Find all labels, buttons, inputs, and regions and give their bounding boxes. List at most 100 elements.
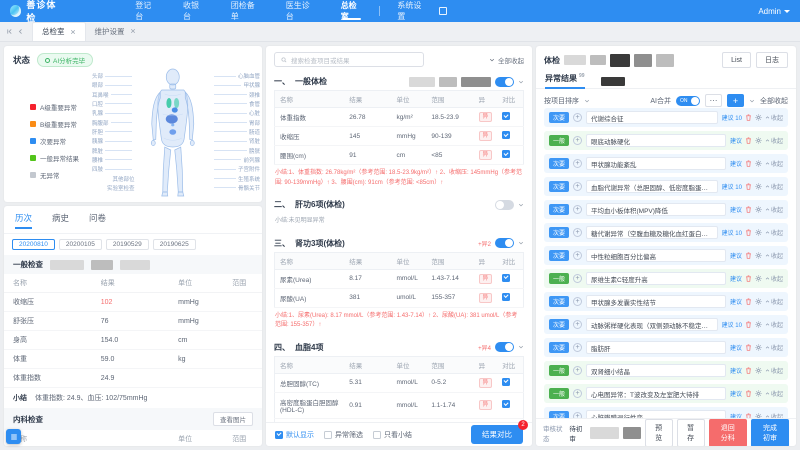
body-label[interactable]: 前列腺 bbox=[212, 156, 260, 164]
compare-checkbox[interactable] bbox=[502, 273, 511, 282]
body-label[interactable]: 生殖系统 bbox=[212, 175, 260, 183]
redacted-tab[interactable] bbox=[600, 76, 625, 86]
collapse-toggle[interactable]: 收起 bbox=[765, 389, 783, 398]
tab-past-visits[interactable]: 历次 bbox=[15, 212, 33, 229]
suggestion-link[interactable]: 建议 10 bbox=[721, 323, 742, 329]
add-icon[interactable]: + bbox=[573, 366, 583, 375]
collapse-toggle[interactable]: 收起 bbox=[765, 366, 783, 375]
tab-questionnaire[interactable]: 问卷 bbox=[89, 213, 107, 223]
gear-icon[interactable] bbox=[755, 114, 762, 121]
delete-icon[interactable] bbox=[745, 275, 752, 282]
gear-icon[interactable] bbox=[755, 321, 762, 328]
tab-abnormal-results[interactable]: 异常结果 99 bbox=[545, 73, 585, 89]
section-toggle[interactable] bbox=[495, 76, 514, 87]
finding-item[interactable]: 次要 + 平均血小板体积(MPV)降低 建议 收起 bbox=[544, 200, 788, 219]
add-icon[interactable]: + bbox=[573, 389, 583, 398]
nav-item-system-settings[interactable]: 系统设置 bbox=[397, 1, 422, 21]
date-chip[interactable]: 20190529 bbox=[105, 239, 149, 250]
collapse-toggle[interactable]: 收起 bbox=[765, 113, 783, 122]
body-label[interactable]: 骨骼关节 bbox=[212, 184, 260, 192]
suggestion-link[interactable]: 建议 10 bbox=[721, 116, 742, 122]
tab-medical-history[interactable]: 病史 bbox=[52, 213, 70, 223]
finding-text-input[interactable]: 动脉粥样硬化表现（双侧颈动脉不稳定斑块及左侧椎动脉斑块形成） bbox=[586, 318, 718, 331]
body-label[interactable]: 实验室检查 bbox=[106, 185, 135, 192]
section-toggle[interactable] bbox=[495, 238, 514, 249]
suggestion-link[interactable]: 建议 bbox=[729, 277, 742, 283]
suggestion-link[interactable]: 建议 bbox=[729, 139, 742, 145]
close-icon[interactable] bbox=[130, 28, 136, 34]
date-chip[interactable]: 20190625 bbox=[152, 239, 196, 250]
finding-item[interactable]: 一般 + 双肾细小结晶 建议 收起 bbox=[544, 361, 788, 380]
finding-item[interactable]: 次要 + 心脏瓣膜退行性变 建议 收起 bbox=[544, 407, 788, 418]
ai-analysis-badge[interactable]: AI分析完毕 bbox=[37, 53, 94, 67]
delete-icon[interactable] bbox=[745, 367, 752, 374]
log-button[interactable]: 日志 bbox=[756, 52, 788, 68]
scroll-left-icon[interactable] bbox=[17, 28, 24, 35]
suggestion-link[interactable]: 建议 10 bbox=[721, 231, 742, 237]
body-label[interactable]: 口腔 bbox=[92, 100, 134, 108]
results-scroll-area[interactable]: 一、 一般体检 名称 结果 单位 范围异对比 体重指数 26.78 kg/m² 18.5-2… bbox=[274, 73, 524, 422]
gear-icon[interactable] bbox=[755, 344, 762, 351]
abnormal-filter-checkbox[interactable]: 异常筛选 bbox=[324, 430, 363, 440]
delete-icon[interactable] bbox=[745, 206, 752, 213]
add-icon[interactable]: + bbox=[573, 136, 583, 145]
finding-item[interactable]: 次要 + 甲状腺多发囊实性结节 建议 收起 bbox=[544, 292, 788, 311]
add-icon[interactable]: + bbox=[573, 205, 583, 214]
table-row[interactable]: 收缩压 102 mmHg bbox=[4, 292, 262, 312]
body-label[interactable]: 子宫附件 bbox=[212, 165, 260, 173]
delete-icon[interactable] bbox=[745, 137, 752, 144]
body-label[interactable]: 甲状腺 bbox=[212, 81, 260, 89]
human-body-illustration[interactable] bbox=[134, 68, 212, 200]
side-list-toggle-button[interactable] bbox=[6, 429, 21, 444]
gear-icon[interactable] bbox=[755, 367, 762, 374]
body-label[interactable]: 心脏 bbox=[212, 109, 260, 117]
delete-icon[interactable] bbox=[745, 252, 752, 259]
date-chip[interactable]: 20200105 bbox=[58, 239, 102, 250]
gear-icon[interactable] bbox=[755, 229, 762, 236]
add-icon[interactable]: + bbox=[573, 228, 583, 237]
add-icon[interactable]: + bbox=[573, 159, 583, 168]
save-draft-button[interactable]: 暂存 bbox=[676, 418, 705, 446]
tab-chief-exam-room[interactable]: 总检室 bbox=[32, 22, 86, 41]
delete-icon[interactable] bbox=[745, 344, 752, 351]
result-row[interactable]: 体重指数 26.78 kg/m² 18.5-23.9 异 bbox=[274, 107, 524, 127]
table-row[interactable]: 身高 154.0 cm bbox=[4, 330, 262, 350]
suggestion-link[interactable]: 建议 bbox=[729, 392, 742, 398]
suggestion-link[interactable]: 建议 10 bbox=[721, 185, 742, 191]
body-label[interactable]: 膀胱 bbox=[212, 147, 260, 155]
more-options-button[interactable]: ⋯ bbox=[705, 94, 722, 107]
compare-checkbox[interactable] bbox=[502, 377, 511, 386]
ai-merge-toggle[interactable]: ON bbox=[676, 95, 700, 106]
result-row[interactable]: 总胆固醇(TC) 5.31 mmol/L 0-5.2 异 bbox=[274, 373, 524, 393]
nav-item-cashier[interactable]: 收银台 bbox=[183, 1, 200, 21]
finding-text-input[interactable]: 血脂代谢异常（总胆固醇、低密度脂蛋白升高及高密度脂蛋白降低） bbox=[586, 180, 718, 193]
collapse-toggle[interactable]: 收起 bbox=[765, 320, 783, 329]
add-icon[interactable]: + bbox=[573, 297, 583, 306]
add-icon[interactable]: + bbox=[573, 274, 583, 283]
suggestion-link[interactable]: 建议 bbox=[729, 162, 742, 168]
body-label[interactable]: 肠道 bbox=[212, 128, 260, 136]
result-row[interactable]: 尿酸(UA) 381 umol/L 155-357 异 bbox=[274, 288, 524, 308]
add-finding-button[interactable]: + bbox=[727, 94, 744, 107]
delete-icon[interactable] bbox=[745, 160, 752, 167]
finding-item[interactable]: 次要 + 代谢综合征 建议 10 收起 bbox=[544, 108, 788, 127]
collapse-toggle[interactable]: 收起 bbox=[765, 274, 783, 283]
finding-item[interactable]: 一般 + 眼底动脉硬化 建议 收起 bbox=[544, 131, 788, 150]
finding-text-input[interactable]: 心电图异常：T波改变及左室肥大待排 bbox=[586, 387, 726, 400]
suggestion-link[interactable]: 建议 bbox=[729, 300, 742, 306]
finding-item[interactable]: 次要 + 糖代谢异常（空腹血糖及糖化血红蛋白升高） 建议 10 收起 bbox=[544, 223, 788, 242]
finding-text-input[interactable]: 尿维生素C轻度升高 bbox=[586, 272, 726, 285]
add-icon[interactable]: + bbox=[573, 113, 583, 122]
date-chip[interactable]: 20200810 bbox=[12, 239, 55, 250]
finding-item[interactable]: 次要+动脉粥样硬化表现（双侧颈动脉不稳定斑块及左侧椎动脉斑块形成）建议 10 收起 bbox=[544, 315, 788, 334]
body-label[interactable]: 肝胆 bbox=[92, 128, 134, 136]
result-row[interactable]: 腰围(cm) 91 cm <85 异 bbox=[274, 145, 524, 165]
delete-icon[interactable] bbox=[745, 229, 752, 236]
body-label[interactable]: 腰椎 bbox=[92, 156, 134, 164]
chevron-down-icon[interactable] bbox=[518, 344, 524, 350]
body-label[interactable]: 耳鼻喉 bbox=[92, 91, 134, 99]
delete-icon[interactable] bbox=[745, 183, 752, 190]
add-icon[interactable]: + bbox=[573, 251, 583, 260]
body-label[interactable]: 四肢 bbox=[92, 165, 134, 173]
gear-icon[interactable] bbox=[755, 183, 762, 190]
